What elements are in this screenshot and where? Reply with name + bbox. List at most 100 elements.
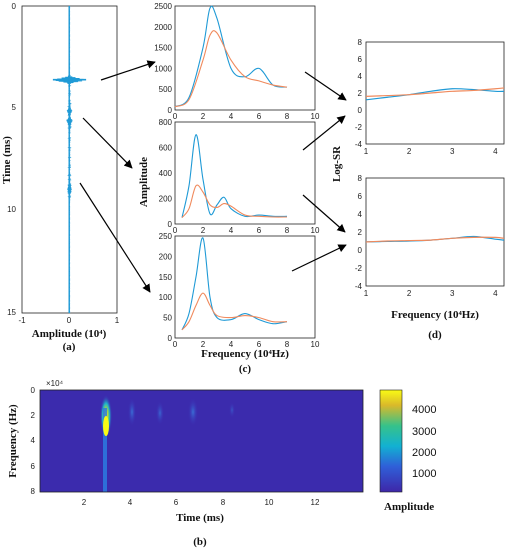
arrow: [82, 117, 133, 169]
tick-label: 0: [12, 2, 17, 11]
tick-label: 4: [358, 210, 363, 219]
panel-c-ylabel: Amplitude: [138, 157, 150, 207]
tick-label: 2: [201, 112, 206, 121]
tick-label: 4: [128, 498, 133, 507]
spectrum-bot: [181, 237, 288, 331]
orange-series-line: [181, 184, 288, 218]
panel-d-ylabel: Log-SR: [331, 145, 343, 182]
colorbar-tick: 3000: [412, 426, 436, 438]
tick-label: 4: [229, 226, 234, 235]
panel-a-ylabel: Time (ms): [1, 136, 13, 184]
tick-label: 2500: [154, 2, 172, 11]
tick-label: 0: [168, 220, 173, 229]
tick-label: 8: [221, 498, 226, 507]
tick-label: 250: [159, 232, 173, 241]
tick-label: 2: [358, 228, 363, 237]
tick-label: 0: [31, 386, 36, 395]
tick-label: 0: [168, 106, 173, 115]
arrows: [79, 60, 347, 293]
tick-label: -4: [355, 282, 363, 291]
spectrogram-blob: [229, 402, 235, 418]
tick-label: 0: [168, 334, 173, 343]
tick-label: 8: [285, 340, 290, 349]
spectrogram-blob: [128, 398, 136, 426]
colorbar-label: Amplitude: [384, 501, 434, 513]
tick-label: 1: [364, 147, 369, 156]
tick-label: 10: [311, 340, 320, 349]
arrow: [302, 115, 346, 151]
tick-label: 10: [7, 205, 16, 214]
spectrogram-bg: [40, 390, 363, 492]
tick-label: 6: [358, 192, 363, 201]
tick-label: 1500: [154, 44, 172, 53]
panel-b: ×10⁴ 0 2 4 6 8 2 4 6 8 10 12 Frequency (…: [7, 379, 436, 548]
panel-d: -4 -2 0 2 4 6 8 1 2 3 4 -4 -2 0 2 4 6 8 1 2 3 4 Log-SR Freque…: [331, 38, 505, 341]
panel-b-multiplier: ×10⁴: [46, 379, 64, 388]
tick-label: 50: [163, 314, 172, 323]
panel-a-yticks: 0 5 10 15: [7, 2, 16, 317]
panel-b-xticks: 2 4 6 8 10 12: [82, 498, 320, 507]
tick-label: 3: [450, 289, 455, 298]
panel-d-bot-frame: [365, 177, 505, 287]
colorbar-tick: 1000: [412, 468, 436, 480]
tick-label: 6: [358, 55, 363, 64]
tick-label: 4: [493, 147, 498, 156]
panel-b-frame: [39, 389, 364, 493]
tick-label: 5: [12, 103, 17, 112]
tick-label: 3: [450, 147, 455, 156]
tick-label: 0: [358, 246, 363, 255]
tick-label: 1: [364, 289, 369, 298]
tick-label: 500: [159, 85, 173, 94]
panel-c-mid-frame: [174, 121, 316, 225]
spectrogram-blob: [156, 401, 164, 425]
spectrum-top: [174, 5, 288, 108]
spectrum-mid: [181, 134, 288, 218]
orange-series-line: [365, 236, 505, 243]
arrow: [302, 194, 346, 233]
panel-c-xlabel: Frequency (10⁴Hz): [201, 348, 289, 360]
panel-a-xlabel: Amplitude (10⁴): [32, 328, 107, 340]
blue-series-line: [365, 88, 505, 101]
tick-label: 4: [358, 72, 363, 81]
tick-label: 1: [115, 316, 120, 325]
tick-label: 6: [257, 340, 262, 349]
tick-label: 10: [311, 226, 320, 235]
tick-label: 4: [31, 436, 36, 445]
tick-label: 4: [229, 112, 234, 121]
panel-a-label: (a): [63, 341, 76, 353]
tick-label: 10: [265, 498, 274, 507]
tick-label: 150: [159, 273, 173, 282]
tick-label: 2000: [154, 23, 172, 32]
panel-b-ylabel: Frequency (Hz): [7, 404, 19, 478]
logsr-top: [365, 87, 505, 101]
panel-d-ticks: -4 -2 0 2 4 6 8 1 2 3 4 -4 -2 0 2 4 6 8 1 2 3 4: [355, 38, 498, 298]
panel-d-xlabel: Frequency (10⁴Hz): [391, 309, 479, 321]
panel-b-label: (b): [193, 536, 207, 548]
tick-label: 10: [311, 112, 320, 121]
tick-label: 1000: [154, 64, 172, 73]
tick-label: 2: [201, 226, 206, 235]
panel-a-xticks: -1 0 1: [18, 316, 119, 325]
tick-label: -2: [355, 264, 363, 273]
tick-label: -1: [18, 316, 26, 325]
tick-label: -4: [355, 140, 363, 149]
tick-label: 200: [159, 195, 173, 204]
tick-label: 2: [201, 340, 206, 349]
tick-label: 2: [407, 147, 412, 156]
panel-d-label: (d): [428, 329, 442, 341]
tick-label: 8: [358, 174, 363, 183]
blue-series-line: [181, 237, 288, 331]
tick-label: 2: [31, 411, 36, 420]
orange-series-line: [174, 30, 288, 108]
tick-label: 0: [173, 340, 178, 349]
tick-label: 0: [358, 106, 363, 115]
seismic-trace: [52, 5, 87, 314]
orange-series-line: [181, 292, 288, 331]
panel-c-top-frame: [174, 5, 316, 111]
tick-label: 200: [159, 252, 173, 261]
tick-label: 6: [257, 112, 262, 121]
colorbar: [379, 389, 403, 493]
tick-label: 800: [159, 118, 173, 127]
